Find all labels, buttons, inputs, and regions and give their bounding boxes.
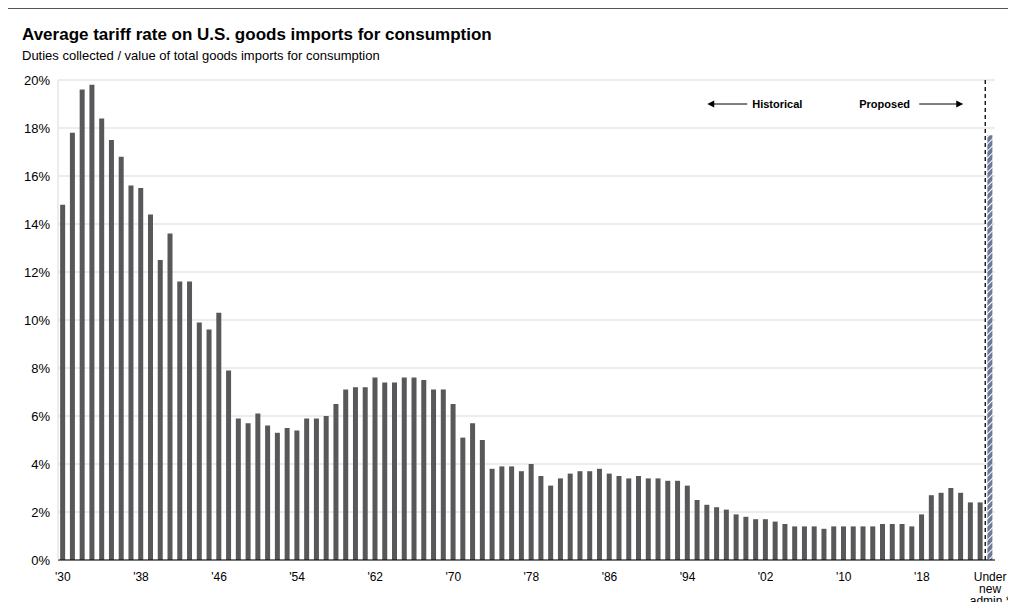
svg-text:'46: '46 [211, 570, 227, 584]
svg-text:20%: 20% [24, 73, 50, 88]
svg-text:'10: '10 [836, 570, 852, 584]
svg-text:18%: 18% [24, 121, 50, 136]
svg-text:10%: 10% [24, 313, 50, 328]
svg-text:4%: 4% [31, 457, 50, 472]
svg-text:'54: '54 [289, 570, 305, 584]
svg-text:Historical: Historical [752, 98, 802, 110]
svg-text:6%: 6% [31, 409, 50, 424]
svg-text:2%: 2% [31, 505, 50, 520]
svg-text:'62: '62 [367, 570, 383, 584]
html-text:Duties collected / value of to: Duties collected / value of total goods … [22, 48, 380, 63]
svg-text:Undernewadmin.*: Undernewadmin.* [970, 570, 1008, 602]
svg-text:0%: 0% [31, 553, 50, 568]
svg-text:'02: '02 [758, 570, 774, 584]
svg-text:Proposed: Proposed [859, 98, 910, 110]
svg-text:'78: '78 [524, 570, 540, 584]
svg-text:'94: '94 [680, 570, 696, 584]
svg-text:'86: '86 [602, 570, 618, 584]
svg-text:16%: 16% [24, 169, 50, 184]
svg-text:'30: '30 [55, 570, 71, 584]
svg-text:'18: '18 [914, 570, 930, 584]
html-text:Average tariff rate on U.S. go: Average tariff rate on U.S. goods import… [22, 25, 492, 44]
svg-text:'38: '38 [133, 570, 149, 584]
svg-text:12%: 12% [24, 265, 50, 280]
svg-text:'70: '70 [445, 570, 461, 584]
svg-text:14%: 14% [24, 217, 50, 232]
svg-text:8%: 8% [31, 361, 50, 376]
